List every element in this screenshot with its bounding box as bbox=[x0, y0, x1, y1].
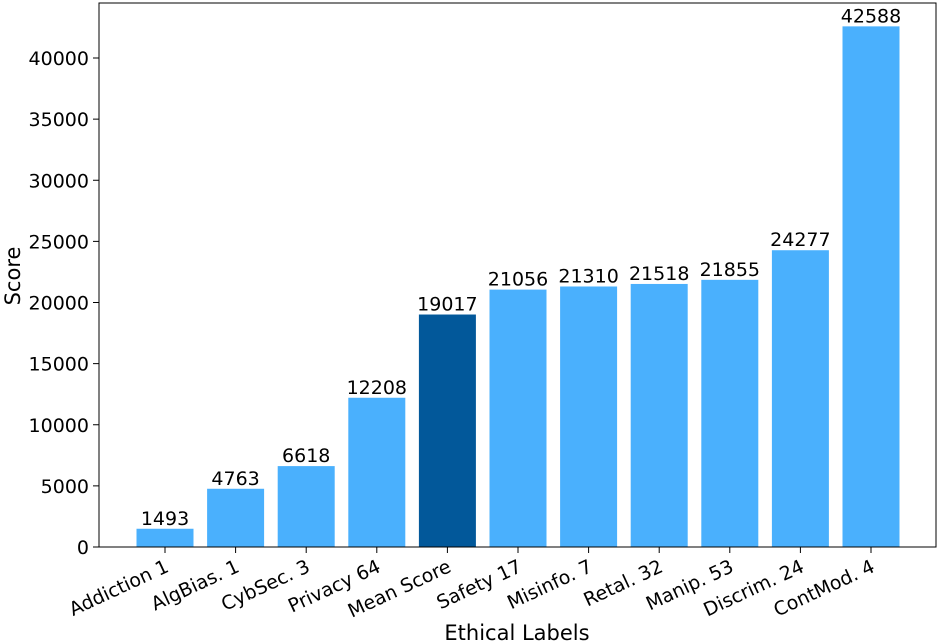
y-tick-label: 10000 bbox=[29, 415, 89, 437]
bar-mean-score bbox=[418, 314, 476, 547]
bar-safety-17 bbox=[489, 289, 547, 547]
y-tick-label: 20000 bbox=[29, 293, 89, 315]
y-tick-label: 40000 bbox=[29, 48, 89, 70]
bar-addiction-1 bbox=[136, 528, 194, 547]
bars-layer bbox=[136, 26, 900, 548]
data-label: 4763 bbox=[211, 468, 259, 490]
y-tick-label: 0 bbox=[77, 537, 89, 559]
x-axis-title: Ethical Labels bbox=[444, 621, 589, 644]
data-label: 21056 bbox=[488, 269, 548, 291]
y-tick-label: 35000 bbox=[29, 109, 89, 131]
bar-retal-32 bbox=[630, 283, 688, 547]
data-label: 6618 bbox=[282, 445, 330, 467]
y-tick-label: 5000 bbox=[41, 476, 89, 498]
bar-cybsec-3 bbox=[277, 466, 335, 547]
bar-misinfo-7 bbox=[560, 286, 618, 547]
bar-algbias-1 bbox=[207, 488, 265, 547]
bar-privacy-64 bbox=[348, 397, 406, 547]
y-tick-label: 25000 bbox=[29, 231, 89, 253]
y-tick-label: 30000 bbox=[29, 170, 89, 192]
data-labels-layer: 1493 4763 6618 12208 19017 21056 21310 21518 218… bbox=[141, 5, 901, 529]
data-label: 21310 bbox=[558, 265, 618, 287]
data-label: 19017 bbox=[417, 294, 477, 316]
bar-manip-53 bbox=[701, 279, 759, 547]
data-label: 21855 bbox=[700, 259, 760, 281]
plot-frame bbox=[98, 2, 937, 548]
data-label: 24277 bbox=[770, 229, 830, 251]
y-axis-title: Score bbox=[1, 247, 25, 306]
bar-discrim-24 bbox=[771, 250, 829, 547]
data-label: 21518 bbox=[629, 263, 689, 285]
data-label: 1493 bbox=[141, 508, 189, 530]
bar-contmod-4 bbox=[842, 26, 900, 548]
y-tick-label: 15000 bbox=[29, 354, 89, 376]
data-label: 12208 bbox=[347, 377, 407, 399]
data-label: 42588 bbox=[841, 5, 901, 27]
